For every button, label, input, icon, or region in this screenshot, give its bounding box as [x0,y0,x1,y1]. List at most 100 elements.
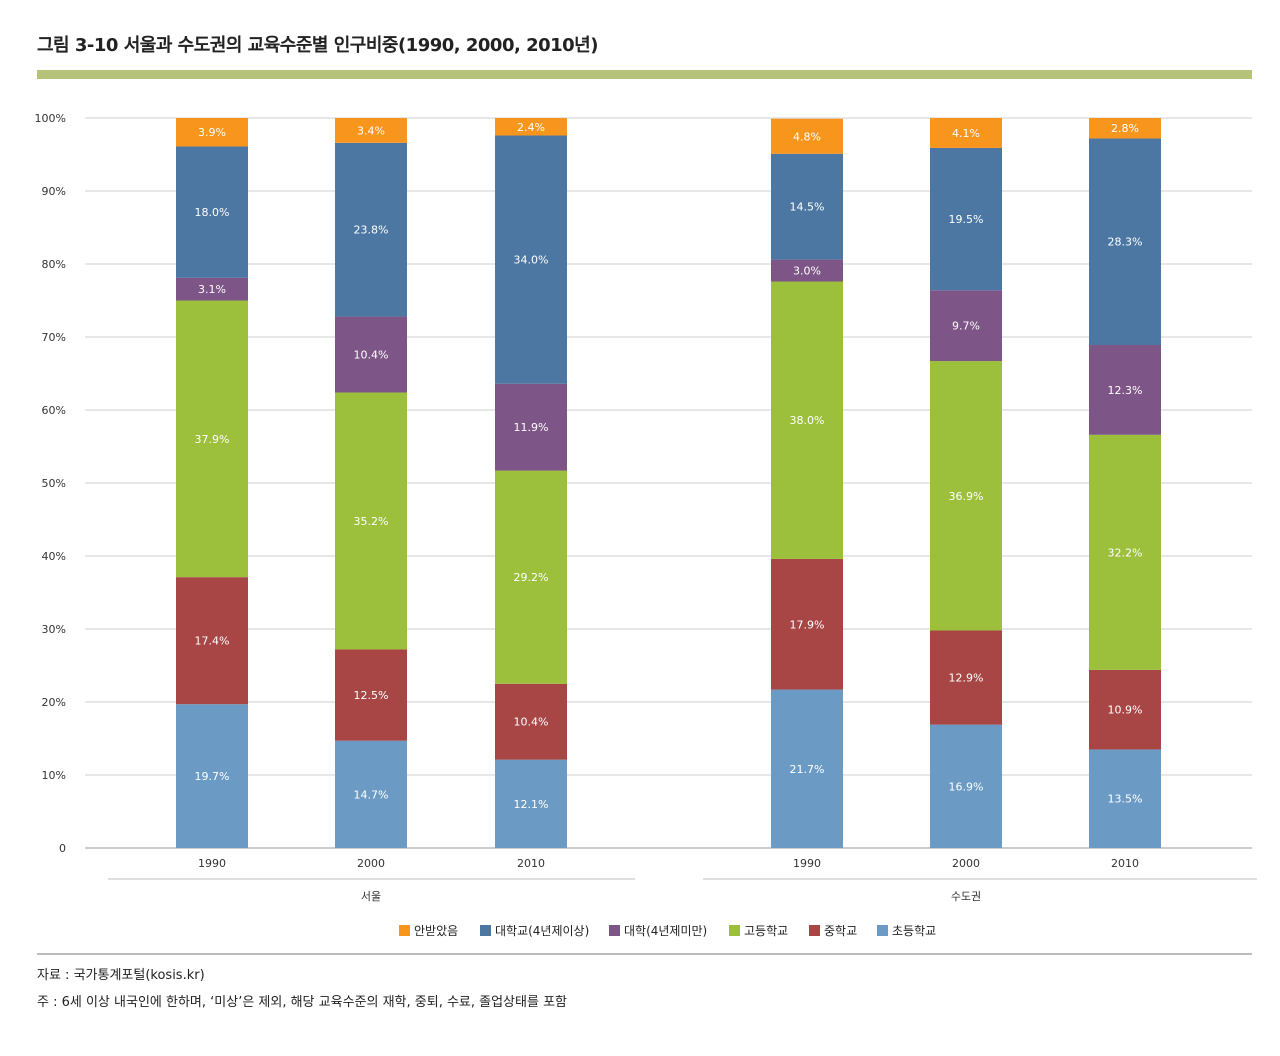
legend-swatch [399,925,410,936]
legend-swatch [877,925,888,936]
data-label: 38.0% [790,414,825,427]
bar-segment [771,153,843,260]
bar-segment [335,392,407,650]
bar-segment [771,558,843,690]
data-label: 29.2% [514,571,549,584]
legend-swatch [729,925,740,936]
bar-segment [176,146,248,278]
bar-segment [335,118,407,143]
title-rule [37,70,1252,79]
bar-segment [176,704,248,848]
bar-segment [495,118,567,136]
legend-swatch [609,925,620,936]
data-label: 12.1% [514,798,549,811]
data-label: 3.4% [357,124,385,137]
data-label: 35.2% [354,515,389,528]
data-label: 32.2% [1108,546,1143,559]
y-tick-label: 100% [35,112,66,125]
source-note: 자료 : 국가통계포털(kosis.kr) [37,968,205,983]
y-tick-label: 80% [42,258,66,271]
x-tick-label: 2000 [952,857,980,870]
data-label: 23.8% [354,224,389,237]
y-tick-label: 40% [42,550,66,563]
data-label: 19.7% [195,770,230,783]
legend-label: 초등학교 [892,924,936,938]
data-label: 3.9% [198,126,226,139]
data-label: 19.5% [949,213,984,226]
data-label: 12.5% [354,689,389,702]
stacked-bar-chart: 0 10% 20% 30% 40% 50% 60% 70% 80% 90% 100% 19.7% 14.… [35,112,1257,938]
legend-swatch [480,925,491,936]
bar-segment [495,683,567,760]
x-tick-label: 2010 [517,857,545,870]
data-label: 16.9% [949,780,984,793]
data-label: 17.4% [195,635,230,648]
bar-segment [176,118,248,147]
y-tick-label: 60% [42,404,66,417]
bar-segment [335,740,407,848]
bar-segment [930,118,1002,148]
y-tick-label: 20% [42,696,66,709]
data-label: 37.9% [195,433,230,446]
data-label: 34.0% [514,254,549,267]
data-label: 9.7% [952,320,980,333]
footnote: 주 : 6세 이상 내국인에 한하며, ‘미상’은 제외, 해당 교육수준의 재… [37,995,567,1010]
footer-rule [37,953,1252,955]
bar-segment [495,759,567,848]
data-label: 11.9% [514,421,549,434]
data-label: 14.5% [790,201,825,214]
data-label: 10.4% [514,716,549,729]
data-label: 12.3% [1108,384,1143,397]
bar-segment [1089,749,1161,848]
data-label: 3.1% [198,283,226,296]
legend-label: 대학교(4년제이상) [495,924,589,938]
bar-segment [335,142,407,317]
bar-segment [495,135,567,384]
data-label: 13.5% [1108,793,1143,806]
bar-segment [176,300,248,578]
bar-segment [1089,118,1161,139]
legend-label: 중학교 [824,924,857,938]
data-label: 28.3% [1108,236,1143,249]
data-label: 4.8% [793,130,821,143]
bar-segment [1089,434,1161,670]
legend-swatch [809,925,820,936]
data-label: 2.4% [517,121,545,134]
bar-segment [495,383,567,471]
bar-segment [930,147,1002,291]
data-label: 21.7% [790,763,825,776]
group-label: 수도권 [951,890,981,903]
bar-segment [771,259,843,282]
y-tick-label: 30% [42,623,66,636]
bar-segment [930,630,1002,725]
legend-label: 고등학교 [744,924,788,938]
data-label: 36.9% [949,490,984,503]
x-tick-label: 1990 [793,857,821,870]
bar-segment [495,470,567,684]
data-label: 10.9% [1108,704,1143,717]
chart-title: 그림 3-10 서울과 수도권의 교육수준별 인구비중(1990, 2000, … [37,35,598,56]
bar-segment [1089,138,1161,346]
group-label: 서울 [361,890,381,903]
y-tick-label: 10% [42,769,66,782]
data-label: 4.1% [952,127,980,140]
data-label: 17.9% [790,618,825,631]
bar-segment [176,277,248,301]
bar-segment [771,281,843,559]
bar-segment [1089,345,1161,435]
bar-segment [930,724,1002,848]
x-tick-label: 2010 [1111,857,1139,870]
data-label: 12.9% [949,672,984,685]
y-tick-label: 90% [42,185,66,198]
legend-label: 대학(4년제미만) [624,924,707,938]
x-tick-label: 1990 [198,857,226,870]
bar-segment [335,316,407,393]
data-label: 14.7% [354,788,389,801]
legend-label: 안받았음 [414,924,458,938]
bar-segment [1089,669,1161,750]
y-tick-label: 70% [42,331,66,344]
bar-segment [176,577,248,705]
bar-segment [771,118,843,154]
data-label: 2.8% [1111,122,1139,135]
bar-segment [930,290,1002,362]
